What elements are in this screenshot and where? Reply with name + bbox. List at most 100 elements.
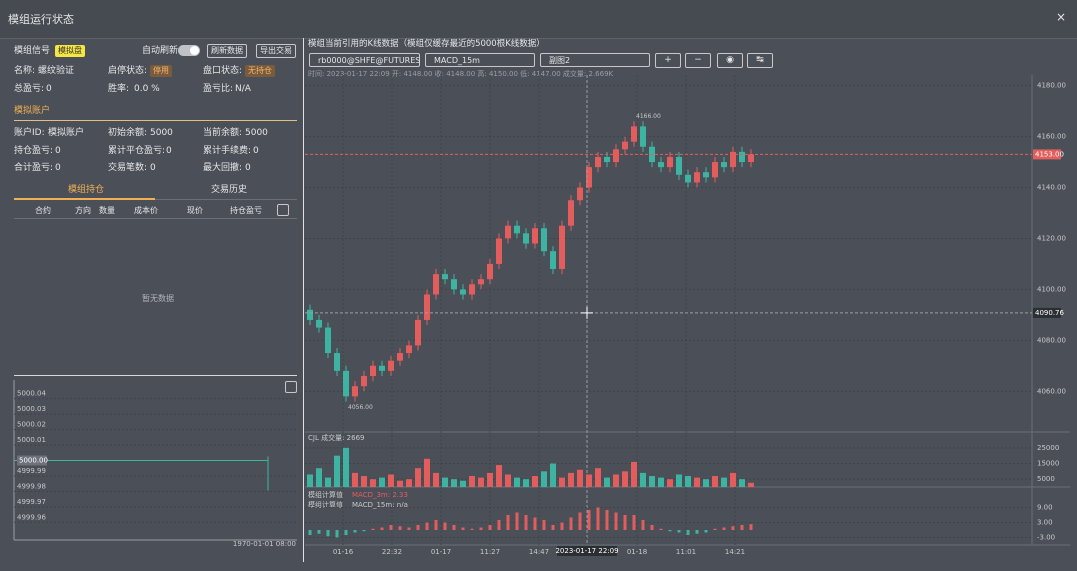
y-tick-label: 5000.02	[17, 421, 46, 429]
label: 启停状态:	[108, 66, 148, 76]
zoom-button[interactable]	[285, 381, 297, 393]
label: 盘口状态:	[203, 66, 243, 76]
candle-body	[496, 238, 502, 264]
macd-bar	[497, 520, 501, 530]
toggle[interactable]	[178, 45, 200, 56]
x-tick-label: 14:21	[725, 548, 745, 556]
column-header: 合约	[35, 206, 51, 215]
panel-divider	[303, 38, 304, 562]
volume-bar	[694, 477, 700, 487]
volume-bar	[550, 463, 556, 487]
volume-bar	[568, 472, 574, 487]
value: 0	[245, 163, 251, 173]
y-tick-label: 5000.03	[17, 405, 46, 413]
macd-bar	[335, 530, 339, 538]
tab-line	[155, 199, 297, 200]
candle-body	[316, 319, 322, 328]
status-badge: 停用	[150, 65, 172, 77]
icon-button[interactable]: ◉	[717, 53, 743, 68]
macd-legend: MACD_15m: n/a	[352, 501, 408, 509]
candle-body	[595, 156, 601, 168]
macd-bar	[317, 530, 321, 534]
candle-body	[307, 309, 313, 320]
column-header: 成本价	[134, 206, 158, 215]
candle-body	[469, 284, 475, 295]
auto-refresh-label: 自动刷新	[142, 46, 179, 56]
tab[interactable]: 模拟账户	[14, 106, 51, 116]
macd-legend: MACD_3m: 2.33	[352, 491, 408, 499]
macd-bar	[560, 522, 564, 530]
candle-body	[415, 319, 421, 346]
volume-bar	[649, 476, 655, 487]
label: 持仓盈亏:	[14, 146, 54, 156]
high-annotation: 4166.00	[636, 113, 661, 120]
macd-bar	[452, 525, 456, 530]
current-tag	[17, 455, 47, 466]
value: 5000	[245, 128, 268, 138]
candle-body	[334, 353, 340, 371]
macd-bar	[677, 530, 681, 533]
mode-badge: 模拟盘	[55, 45, 85, 57]
volume-title: CJL 成交量: 2669	[308, 433, 364, 442]
header-title: 模组运行状态	[8, 13, 74, 26]
candle-body	[514, 225, 520, 234]
crosshair-label: 4090.76	[1035, 309, 1064, 317]
y-tick-label: 4100.00	[1037, 285, 1066, 293]
header-bar	[0, 0, 1077, 39]
candle-body	[586, 167, 592, 188]
close-button[interactable]: ×	[1056, 10, 1067, 24]
toggle-knob	[190, 46, 199, 55]
low-annotation: 4056.00	[348, 404, 373, 411]
select[interactable]: rb0000@SHFE@FUTURES	[309, 53, 420, 67]
macd-bar	[704, 530, 708, 533]
value: 5000	[150, 128, 173, 138]
export-button[interactable]: 导出交易	[256, 44, 296, 58]
select[interactable]: 副图2	[540, 53, 650, 67]
label: 初始余额:	[108, 128, 148, 138]
crosshair-tag	[1033, 307, 1061, 318]
volume-bar	[478, 477, 484, 487]
refresh-button[interactable]: 刷新数据	[207, 44, 247, 58]
column-settings[interactable]	[277, 204, 289, 216]
macd-bar	[668, 530, 672, 532]
candle-body	[388, 360, 394, 371]
tab[interactable]: 模组持仓	[68, 185, 105, 195]
kline-info: 时间: 2023-01-17 22:09 开: 4148.00 收: 4148.…	[308, 70, 614, 78]
crosshair-time: 2023-01-17 22:09	[555, 547, 618, 555]
candle-body	[559, 225, 565, 270]
candle-body	[433, 274, 439, 295]
y-tick-label: 3.00	[1037, 519, 1053, 527]
macd-bar	[659, 528, 663, 530]
candle-body	[550, 251, 556, 270]
label: 最大回撤:	[203, 163, 243, 173]
candle-body	[748, 154, 754, 163]
x-tick-label: 11:01	[676, 548, 696, 556]
tab-underline	[14, 120, 297, 121]
candle-body	[487, 263, 493, 280]
volume-bar	[604, 477, 610, 487]
icon-button[interactable]: +	[655, 53, 681, 68]
tab-underline	[14, 198, 155, 200]
volume-bar	[739, 479, 745, 487]
select[interactable]: MACD_15m	[425, 53, 535, 67]
volume-bar	[658, 477, 664, 487]
volume-bar	[442, 477, 448, 487]
volume-bar	[397, 480, 403, 487]
icon-button[interactable]: −	[685, 53, 711, 68]
volume-bar	[685, 476, 691, 487]
y-tick-label: 9.00	[1037, 504, 1053, 512]
volume-bar	[514, 477, 520, 487]
macd-bar	[398, 526, 402, 530]
icon-button[interactable]: ↹	[747, 53, 773, 68]
tab[interactable]: 交易历史	[211, 185, 248, 195]
candle-body	[397, 353, 403, 361]
volume-bar	[748, 482, 754, 487]
value: N/A	[235, 84, 251, 94]
volume-bar	[325, 477, 331, 487]
value: 螺纹验证	[38, 66, 75, 76]
candle-body	[523, 233, 529, 244]
candle-body	[613, 149, 619, 163]
volume-bar	[334, 455, 340, 487]
label: 盈亏比:	[203, 84, 234, 94]
